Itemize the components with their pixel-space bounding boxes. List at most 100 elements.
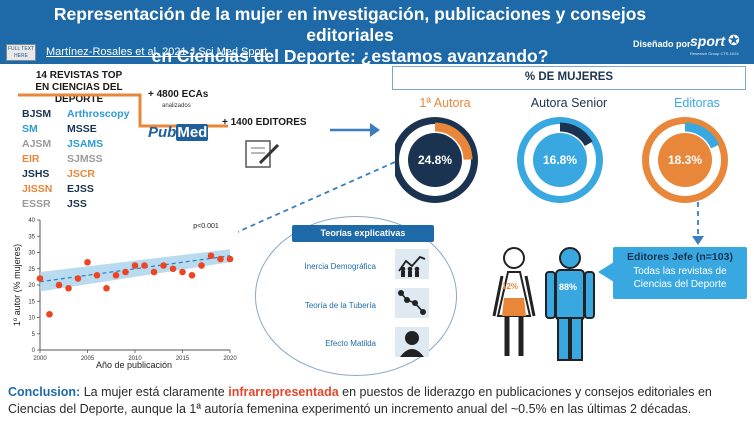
scatter-point [112,271,120,279]
conclusion-text-before: La mujer está claramente [80,385,229,399]
theory-label-pipeline: Teoría de la Tubería [304,301,376,310]
donut-arc [434,122,473,160]
first-author-scatter-chart: 0 5 10 15 20 25 30 35 40 2000 2005 2010 2015 2020 p<0.… [6,212,238,372]
journal-jscr: JSCR [67,168,96,180]
trend-confidence-band [40,249,230,292]
donut-core [408,133,462,187]
scatter-point [122,268,129,276]
conclusion-text-after: en puestos de liderazgo en publicaciones… [8,385,712,416]
theories-heading: Teorías explicativas [292,225,434,242]
scatter-point [131,262,139,269]
journals-heading-line2: EN CIENCIAS DEL DEPORTE [35,82,123,105]
p-value-annotation: p<0.001 [193,223,219,230]
female-pct-label: 12% [502,282,519,291]
woman-figure [492,247,536,356]
editors-label: Editoras [674,96,720,110]
runner-icon: ✪ [728,32,740,48]
scatter-point [179,268,186,276]
donut-arc [684,122,720,149]
woman-silhouette-icon [395,327,429,357]
x-tick-label: 2000 [33,356,47,362]
x-tick-label: 2015 [176,356,190,362]
header-banner [0,0,754,64]
full-text-button[interactable]: FULL TEXT HERE [6,44,36,61]
women-donuts: 24.8% 16.8% 18.3% [395,117,728,203]
callout-pointer [598,262,614,282]
document-edit-icon [245,140,280,168]
dashed-arrow-to-editors [692,202,704,245]
scatter-point [74,275,82,282]
scatter-point [46,310,53,318]
theories-oval [255,216,457,376]
scatter-point [65,284,72,292]
pipeline-icon-svg [398,290,426,315]
donut-value: 18.3% [668,153,702,167]
journal-jss: JSS [67,198,87,210]
x-tick-label: 2005 [81,356,95,362]
scatter-point [103,284,110,292]
journal-jshs: JSHS [22,168,50,180]
man-figure [545,247,595,361]
journals-heading: 14 REVISTAS TOP EN CIENCIAS DEL DEPORTE [14,70,144,106]
donut-value: 16.8% [543,153,577,167]
scatter-point [226,255,234,263]
editors-count: + 1400 EDITORES [222,117,307,128]
theory-label-matilda: Efecto Matilda [325,339,376,348]
woman-silhouette-icon-svg [400,331,424,357]
journal-essr: ESSR [22,198,51,210]
title-line-1: Representación de la mujer en investigac… [53,4,647,45]
donut-2: 16.8% [517,117,603,203]
journals-list: BJSM Arthroscopy SM MSSE AJSM JSAMS EIR SJMSS JS… [22,107,142,211]
editors-chief-title: Editores Jefe (n=103) [627,251,733,263]
conclusion-label: Conclusion: [8,385,81,399]
journals-heading-line1: 14 REVISTAS TOP [35,70,123,81]
editors-chief-box [613,247,747,299]
y-tick-label: 30 [28,251,35,257]
citation-link[interactable]: Martínez-Rosales et al. 2021 J Sci Med S… [46,46,268,58]
women-pct-title-box [392,66,746,90]
male-pct-label: 88% [559,282,578,292]
y-tick-label: 0 [32,348,36,354]
journal-jissn: JISSN [22,183,53,195]
y-tick-label: 5 [32,332,36,338]
pubmed-logo: PubMed [148,124,209,141]
scatter-point [141,262,148,269]
scatter-point [160,262,167,269]
pubmed-pub: Pub [148,124,177,141]
scatter-point [217,255,224,263]
journal-eir: EIR [22,153,40,165]
conclusion-highlight: infrarrepresentada [228,385,339,399]
donut-core [658,133,712,187]
journal-arthroscopy: Arthroscopy [67,108,130,120]
donut-arc [559,122,593,147]
x-tick-label: 2020 [223,356,237,362]
designed-by-label: Diseñado por [633,39,691,49]
donut-value: 24.8% [418,153,452,167]
women-pct-title: % DE MUJERES [524,71,614,83]
y-tick-label: 35 [28,234,35,240]
pubmed-med: Med [176,124,209,141]
scatter-point [169,265,177,273]
people-chart-icon-svg [398,255,426,277]
scatter-point [84,258,91,266]
pipeline-icon [395,288,429,318]
journal-sm: SM [22,123,38,135]
journal-msse: MSSE [67,123,97,135]
y-axis-label: 1º autor (% mujeres) [12,244,22,326]
first-author-label: 1ª Autora [419,96,471,110]
conclusion-text: Conclusion: La mujer está claramente inf… [8,384,750,418]
scatter-point [198,262,205,269]
y-tick-label: 20 [28,283,35,289]
journal-bjsm: BJSM [22,108,52,120]
y-tick-label: 40 [28,218,35,224]
scatter-point [207,252,215,260]
scatter-point [36,275,44,282]
journal-ajsm: AJSM [22,138,52,150]
sport-logo: sport [690,33,725,49]
x-tick-label: 2010 [128,356,142,362]
editors-chief-subtitle: Todas las revistas de Ciencias del Depor… [613,265,747,291]
y-tick-label: 10 [28,316,35,322]
donut-3: 18.3% [642,117,728,203]
journal-jsams: JSAMS [67,138,104,150]
page-title: Representación de la mujer en investigac… [40,4,660,67]
